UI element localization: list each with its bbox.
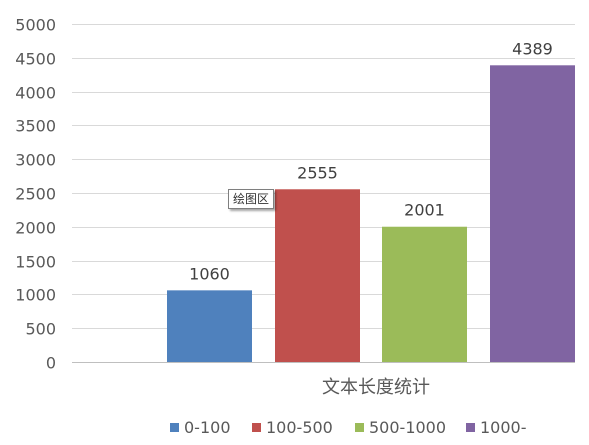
legend-swatch-500-1000: [355, 423, 364, 432]
legend-label-100-500: 100-500: [266, 418, 333, 437]
legend-label-0-100: 0-100: [184, 418, 231, 437]
y-tick-label-0: 0: [46, 354, 56, 373]
y-tick-label-4000: 4000: [15, 84, 56, 103]
y-tick-label-1500: 1500: [15, 253, 56, 272]
data-label-100-500: 2555: [297, 163, 338, 182]
data-label-500-1000: 2001: [404, 201, 445, 220]
bar-100-500: [275, 189, 360, 362]
bar-500-1000: [382, 226, 467, 362]
y-tick-label-5000: 5000: [15, 16, 56, 35]
data-label-1000-: 4389: [512, 39, 553, 58]
legend-label-1000-: 1000-: [480, 418, 527, 437]
legend-swatch-1000-: [466, 423, 475, 432]
y-tick-label-3000: 3000: [15, 151, 56, 170]
legend-swatch-100-500: [252, 423, 261, 432]
y-tick-label-2500: 2500: [15, 185, 56, 204]
legend-label-500-1000: 500-1000: [369, 418, 446, 437]
legend-swatch-0-100: [170, 423, 179, 432]
y-tick-label-1000: 1000: [15, 286, 56, 305]
bar-1000-: [490, 65, 575, 363]
y-tick-label-2000: 2000: [15, 219, 56, 238]
y-tick-label-4500: 4500: [15, 50, 56, 69]
bar-0-100: [167, 290, 252, 362]
y-tick-label-3500: 3500: [15, 117, 56, 136]
data-label-0-100: 1060: [189, 264, 230, 283]
y-tick-label-500: 500: [25, 320, 56, 339]
plot-area-tooltip: 绘图区: [228, 189, 275, 209]
x-category-label: 文本长度统计: [322, 377, 430, 398]
